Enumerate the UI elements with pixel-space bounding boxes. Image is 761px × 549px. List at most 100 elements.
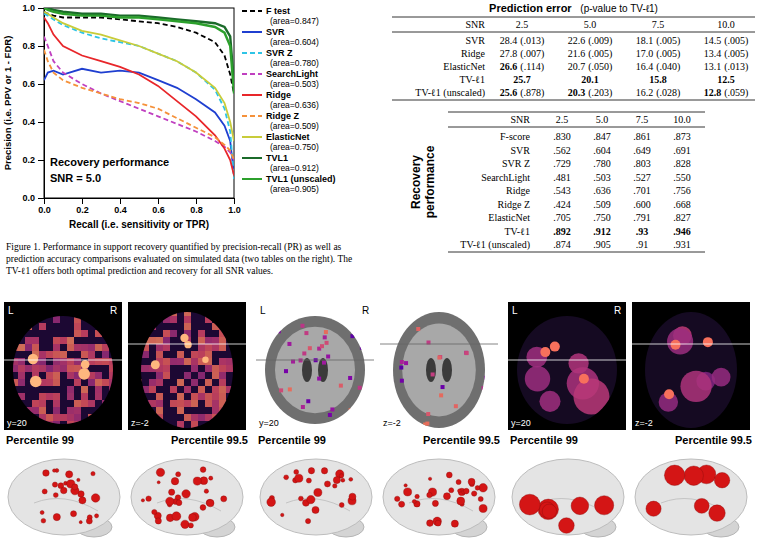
activation-voxel (454, 404, 458, 408)
tick-label: 1.0 (22, 3, 35, 13)
lines (44, 8, 234, 179)
activation-voxel (400, 360, 404, 364)
table-cell: 28.4(.013) (500, 35, 545, 47)
slice-content (4, 302, 123, 435)
cell-value: .701 (633, 185, 651, 196)
cell-pvalue: (.005) (588, 48, 612, 60)
activation-voxel (142, 344, 149, 351)
caption: Figure 1. Performance in support recover… (6, 242, 352, 276)
legend-swatch (242, 157, 262, 159)
table-rule (448, 127, 705, 128)
activation-voxel (416, 327, 420, 331)
activation-voxel (53, 316, 60, 323)
activation-voxel (439, 393, 443, 397)
row-label: TV-ℓ1 (504, 226, 530, 237)
activation-voxel (429, 306, 433, 310)
table-header: 5.0 (596, 114, 609, 125)
activation-voxel (170, 400, 177, 407)
activation-voxel (170, 330, 177, 337)
activation-voxel (67, 421, 74, 428)
activation-voxel (53, 337, 60, 344)
activation-voxel (25, 316, 32, 323)
activation-voxel (53, 309, 60, 316)
activation-voxel (88, 400, 95, 407)
table-cell: .600 (633, 199, 651, 210)
activation-voxel (163, 337, 170, 344)
table-cell: .562 (553, 145, 571, 156)
cell-value: .827 (673, 212, 691, 223)
activation-voxel (32, 365, 39, 372)
x-axis-title: Recall (i.e. sensitivity or TPR) (69, 219, 209, 230)
orientation-label: R (110, 305, 117, 316)
activation-voxel (67, 358, 74, 365)
activation-voxel (240, 414, 247, 421)
activation-voxel (74, 379, 81, 386)
tick-label: 0.0 (22, 193, 35, 203)
activation-cluster (479, 483, 488, 492)
activation-voxel (226, 309, 233, 316)
activation-voxel (325, 341, 329, 345)
activation-voxel (102, 400, 109, 407)
activation-voxel (67, 365, 74, 372)
activation-voxel (149, 400, 156, 407)
cell-value: 20.7 (568, 61, 586, 72)
table-header: 10.0 (717, 19, 735, 30)
activation-cluster (412, 499, 416, 503)
activation-voxel (67, 386, 74, 393)
activation-voxel (191, 365, 198, 372)
activation-voxel (60, 414, 67, 421)
activation-voxel (53, 400, 60, 407)
render-label: Percentile 99 (510, 434, 578, 446)
table-cell: 22.6(.009) (568, 35, 613, 47)
activation-voxel (163, 330, 170, 337)
activation-voxel (184, 316, 191, 323)
activation-voxel (177, 393, 184, 400)
brain-slice: z=-2 (632, 302, 750, 430)
activation-voxel (302, 351, 306, 355)
annotation: Recovery performance (50, 156, 169, 168)
activation-voxel (368, 381, 372, 385)
activation-voxel (102, 379, 109, 386)
activation-voxel (39, 393, 46, 400)
slice-background (128, 302, 246, 430)
activation-voxel (53, 414, 60, 421)
activation-voxel (322, 361, 326, 365)
activation-voxel (287, 342, 291, 346)
table-cell: .874 (553, 239, 571, 250)
legend-area: (area=0.905) (270, 184, 319, 194)
activation-voxel (198, 393, 205, 400)
activation-voxel (328, 413, 332, 417)
activation-voxel (260, 331, 264, 335)
activation-cluster (542, 504, 556, 518)
activation-cluster (141, 499, 144, 502)
activation-voxel (191, 421, 198, 428)
activation-cluster (188, 523, 193, 528)
activation-voxel (156, 428, 163, 435)
cell-value: .905 (593, 239, 611, 250)
brain-panel: LRy=20z=-2Percentile 99Percentile 99.5 (4, 302, 248, 537)
activation-blob (28, 354, 38, 364)
activation-cluster (457, 497, 465, 505)
activation-peak (703, 337, 713, 347)
activation-voxel (226, 421, 233, 428)
activation-voxel (326, 354, 330, 358)
activation-voxel (142, 365, 149, 372)
table-cell: .481 (553, 172, 571, 183)
slice-background (632, 302, 750, 430)
row-label: TV-ℓ1 (459, 74, 485, 85)
activation-voxel (60, 302, 67, 309)
cell-value: 26.6 (500, 61, 518, 72)
table-cell: .691 (673, 145, 691, 156)
activation-voxel (53, 421, 60, 428)
activation-voxel (205, 414, 212, 421)
tick-label: 1.0 (228, 205, 241, 215)
activation-voxel (191, 302, 198, 309)
activation-cluster (41, 518, 46, 523)
activation-voxel (74, 421, 81, 428)
activation-voxel (233, 386, 240, 393)
cell-value: .892 (553, 226, 571, 237)
activation-cluster (709, 505, 725, 521)
activation-voxel (191, 414, 198, 421)
activation-peak (664, 389, 674, 399)
activation-cluster (181, 520, 189, 528)
